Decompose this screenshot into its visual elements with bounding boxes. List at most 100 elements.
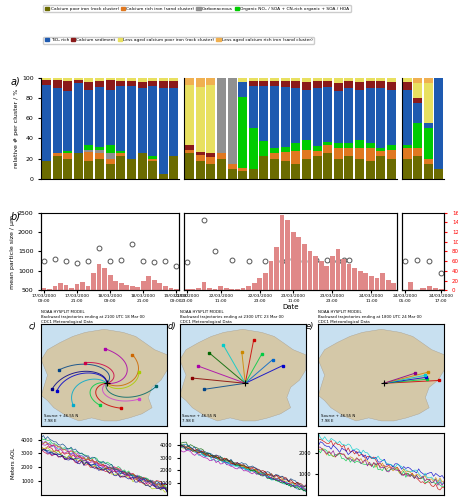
Bar — [84, 146, 93, 150]
Bar — [380, 274, 385, 290]
Bar — [95, 158, 104, 178]
Bar — [238, 97, 247, 168]
Bar — [281, 152, 290, 160]
Bar — [228, 78, 237, 164]
Bar — [102, 268, 107, 290]
Bar — [106, 80, 114, 90]
Bar — [191, 289, 195, 290]
Legend: TiO₂ rich, Calcium sediment, Less aged calcium poor iron (rock cluster), Less ag: TiO₂ rich, Calcium sediment, Less aged c… — [44, 36, 314, 44]
Bar — [196, 288, 201, 290]
Text: NOAA HYSPLIT MODEL
Backward trajectories ending at 2300 UTC 23 Mar 00
CDC1 Meteo: NOAA HYSPLIT MODEL Backward trajectories… — [180, 310, 284, 324]
Bar — [53, 156, 62, 178]
Bar — [106, 164, 114, 178]
Bar — [95, 148, 104, 150]
Bar — [302, 90, 311, 140]
Bar — [312, 78, 322, 81]
Bar — [217, 154, 226, 158]
Bar — [291, 78, 300, 81]
Bar — [137, 82, 147, 88]
Bar — [148, 81, 157, 86]
Bar — [125, 286, 129, 290]
Bar — [158, 283, 162, 290]
Bar — [95, 87, 104, 148]
Bar — [387, 150, 396, 158]
Bar — [344, 144, 354, 148]
Bar — [323, 154, 332, 178]
Bar — [259, 78, 268, 81]
Bar — [387, 78, 396, 82]
Bar — [196, 156, 205, 160]
Bar — [84, 152, 93, 160]
Bar — [413, 98, 422, 103]
X-axis label: Date: Date — [282, 304, 299, 310]
Bar — [127, 158, 136, 178]
Bar — [334, 144, 343, 148]
Bar — [291, 232, 296, 290]
Bar — [334, 158, 343, 178]
Bar — [42, 160, 51, 178]
Bar — [424, 164, 433, 178]
Bar — [63, 81, 72, 91]
Bar — [185, 154, 194, 178]
Bar — [291, 164, 300, 178]
Bar — [185, 85, 194, 146]
Text: d): d) — [167, 322, 176, 331]
Bar — [312, 146, 322, 152]
Bar — [196, 152, 205, 156]
Bar — [334, 148, 343, 158]
Bar — [148, 158, 157, 160]
Bar — [302, 244, 307, 290]
Bar — [344, 156, 354, 178]
Bar — [148, 160, 157, 178]
Bar — [95, 78, 104, 81]
Bar — [163, 286, 168, 290]
Bar — [336, 249, 340, 290]
Bar — [169, 88, 178, 156]
Bar — [252, 283, 256, 290]
Bar — [249, 168, 258, 178]
Bar — [84, 90, 93, 146]
Bar — [334, 83, 343, 91]
Bar — [392, 283, 396, 290]
Bar — [376, 152, 385, 156]
Bar — [74, 78, 83, 80]
Bar — [196, 78, 205, 87]
Bar — [344, 81, 354, 88]
Bar — [424, 78, 433, 83]
Bar — [312, 156, 322, 178]
Bar — [249, 81, 258, 86]
Bar — [268, 261, 273, 290]
Bar — [302, 158, 311, 178]
Bar — [217, 78, 226, 154]
Bar — [424, 123, 433, 128]
Bar — [376, 148, 385, 152]
Bar — [420, 288, 425, 290]
Bar — [42, 78, 51, 80]
Text: Source + 46.55 N
7.98 E: Source + 46.55 N 7.98 E — [44, 414, 78, 423]
Bar — [403, 90, 412, 146]
Text: a): a) — [11, 77, 21, 87]
Bar — [196, 160, 205, 178]
Bar — [130, 286, 135, 290]
Bar — [106, 90, 114, 146]
Bar — [91, 274, 96, 290]
Bar — [169, 81, 178, 88]
Bar — [106, 158, 114, 164]
Bar — [435, 168, 443, 178]
Bar — [207, 154, 215, 158]
Bar — [148, 156, 157, 158]
Bar — [202, 282, 206, 290]
Bar — [281, 78, 290, 81]
Bar — [63, 154, 72, 158]
Bar — [323, 142, 332, 146]
Bar — [387, 158, 396, 178]
Bar — [365, 78, 375, 81]
Bar — [238, 170, 247, 178]
Bar — [53, 286, 57, 290]
Bar — [355, 148, 364, 158]
Bar — [263, 274, 268, 290]
Bar — [291, 88, 300, 144]
Bar — [424, 83, 433, 123]
Bar — [246, 286, 251, 290]
Bar — [334, 91, 343, 144]
